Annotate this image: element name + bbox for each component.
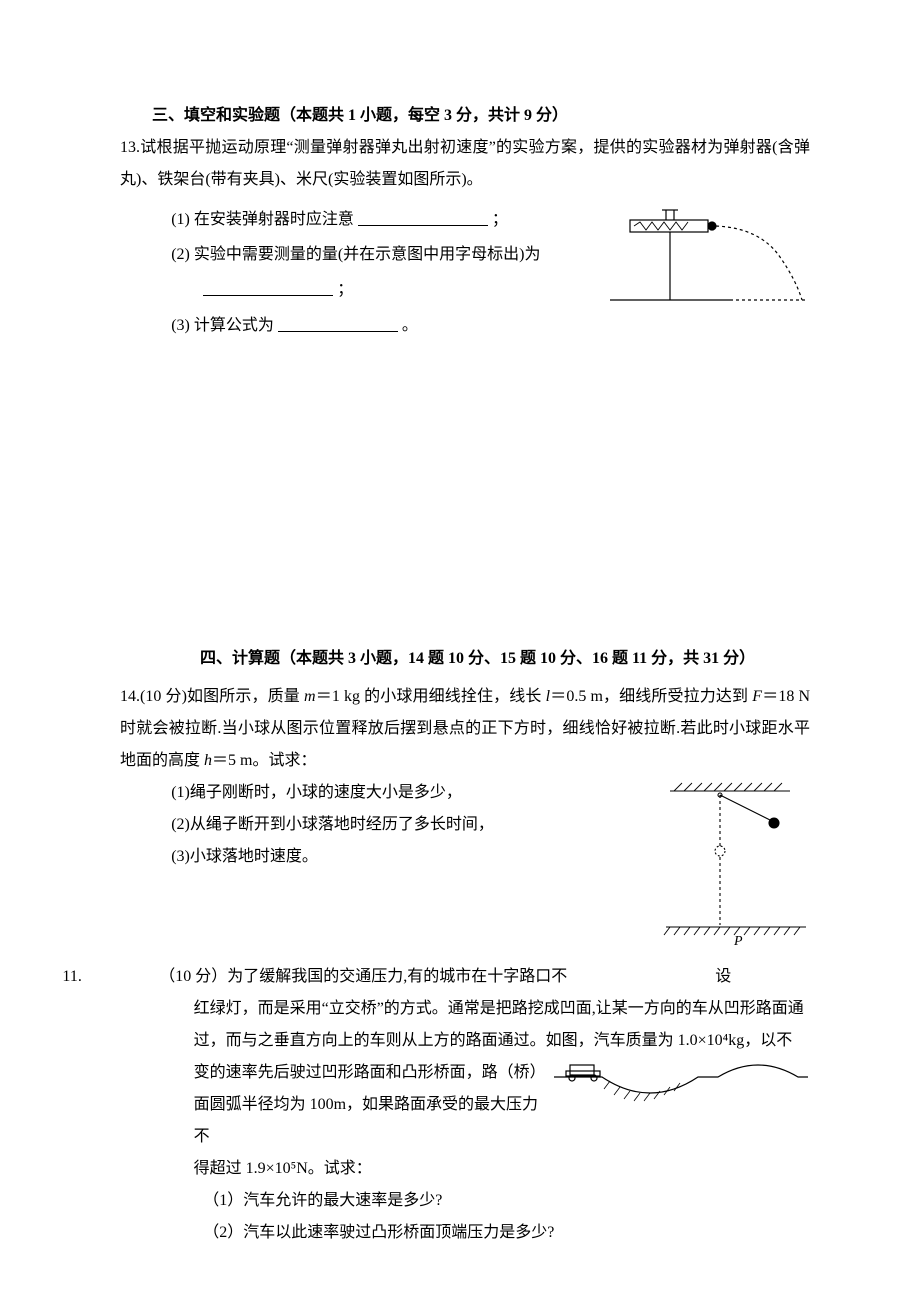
label-P: P bbox=[733, 934, 743, 947]
q15-subs: （1）汽车允许的最大速率是多少? （2）汽车以此速率驶过凸形桥面顶端压力是多少? bbox=[120, 1185, 810, 1249]
blank-1 bbox=[358, 209, 488, 226]
q14-body-wrap: (1)绳子刚断时，小球的速度大小是多少， (2)从绳子断开到小球落地时经历了多长… bbox=[120, 777, 810, 959]
pendulum-svg: P bbox=[660, 777, 810, 947]
q14-h: h bbox=[204, 752, 212, 769]
q14-F: F bbox=[752, 688, 762, 705]
projectile-apparatus-svg bbox=[600, 202, 810, 312]
q15-line0-left: （10 分）为了缓解我国的交通压力,有的城市在十字路口不 bbox=[159, 968, 567, 985]
q14-s3: ＝0.5 m，细线所受拉力达到 bbox=[550, 688, 752, 705]
q15-l4: 面圆弧半径均为 100m，如果路面承受的最大压力不 bbox=[194, 1089, 550, 1153]
q15-line0: 11. （10 分）为了缓解我国的交通压力,有的城市在十字路口不 设 bbox=[120, 961, 810, 993]
q15-body: 红绿灯，而是采用“立交桥”的方式。通常是把路挖成凹面,让某一方向的车从凹形路面通… bbox=[120, 993, 810, 1185]
q13-item-3-text: (3) 计算公式为 bbox=[171, 317, 274, 334]
q15-number: 11. bbox=[120, 961, 155, 993]
q15-line0-tail: 设 bbox=[715, 968, 731, 985]
q14-m: m bbox=[304, 688, 316, 705]
q14-s1: 14.(10 分)如图所示，质量 bbox=[120, 688, 304, 705]
section3-title: 三、填空和实验题（本题共 1 小题，每空 3 分，共计 9 分） bbox=[120, 100, 810, 132]
q13-stem: 13.试根据平抛运动原理“测量弹射器弹丸出射初速度”的实验方案，提供的实验器材为… bbox=[120, 132, 810, 196]
q14-subs: (1)绳子刚断时，小球的速度大小是多少， (2)从绳子断开到小球落地时经历了多长… bbox=[120, 777, 660, 873]
q15-sub-2: （2）汽车以此速率驶过凸形桥面顶端压力是多少? bbox=[203, 1217, 810, 1249]
q13-item-2-text: (2) 实验中需要测量的量(并在示意图中用字母标出)为 bbox=[171, 246, 540, 263]
q13-item-2-tail: ； bbox=[337, 281, 353, 298]
q13-item-3: (3) 计算公式为 。 bbox=[171, 308, 588, 343]
q15-row-fig: 变的速率先后驶过凹形路面和凸形桥面，路（桥） 面圆弧半径均为 100m，如果路面… bbox=[194, 1057, 810, 1185]
q15-l2: 过，而与之垂直方向上的车则从上方的路面通过。如图，汽车质量为 1.0×10⁴kg… bbox=[194, 1025, 810, 1057]
q14-sub-3: (3)小球落地时速度。 bbox=[171, 841, 652, 873]
q13-body: (1) 在安装弹射器时应注意 ； (2) 实验中需要测量的量(并在示意图中用字母… bbox=[120, 202, 810, 343]
blank-2 bbox=[203, 279, 333, 296]
q15-l5: 得超过 1.9×10⁵N。试求： bbox=[194, 1153, 550, 1185]
q14-sub-2: (2)从绳子断开到小球落地时经历了多长时间， bbox=[171, 809, 652, 841]
q13-figure bbox=[600, 202, 810, 324]
q14-s5: ＝5 m。试求： bbox=[212, 752, 316, 769]
blank-3 bbox=[278, 315, 398, 332]
q13-item-1: (1) 在安装弹射器时应注意 ； bbox=[171, 202, 588, 237]
q13-item-1-tail: ； bbox=[492, 211, 508, 228]
section4-title: 四、计算题（本题共 3 小题，14 题 10 分、15 题 10 分、16 题 … bbox=[120, 643, 810, 675]
q14-s2: ＝1 kg 的小球用细线拴住，线长 bbox=[316, 688, 546, 705]
q14-figure: P bbox=[660, 777, 810, 959]
q15: 11. （10 分）为了缓解我国的交通压力,有的城市在十字路口不 设 红绿灯，而… bbox=[120, 961, 810, 1249]
dip-hump-svg bbox=[550, 1057, 810, 1117]
q15-l3: 变的速率先后驶过凹形路面和凸形桥面，路（桥） bbox=[194, 1057, 550, 1089]
q13-items: (1) 在安装弹射器时应注意 ； (2) 实验中需要测量的量(并在示意图中用字母… bbox=[120, 202, 600, 343]
q15-figure bbox=[550, 1057, 810, 1129]
q13-item-1-text: (1) 在安装弹射器时应注意 bbox=[171, 211, 354, 228]
q15-sub-1: （1）汽车允许的最大速率是多少? bbox=[203, 1185, 810, 1217]
q15-l1: 红绿灯，而是采用“立交桥”的方式。通常是把路挖成凹面,让某一方向的车从凹形路面通 bbox=[194, 993, 810, 1025]
q14-sub-1: (1)绳子刚断时，小球的速度大小是多少， bbox=[171, 777, 652, 809]
q14-stem: 14.(10 分)如图所示，质量 m＝1 kg 的小球用细线拴住，线长 l＝0.… bbox=[120, 681, 810, 777]
q13-item-3-tail: 。 bbox=[402, 317, 418, 334]
q13-item-2: (2) 实验中需要测量的量(并在示意图中用字母标出)为 ； bbox=[171, 237, 588, 307]
